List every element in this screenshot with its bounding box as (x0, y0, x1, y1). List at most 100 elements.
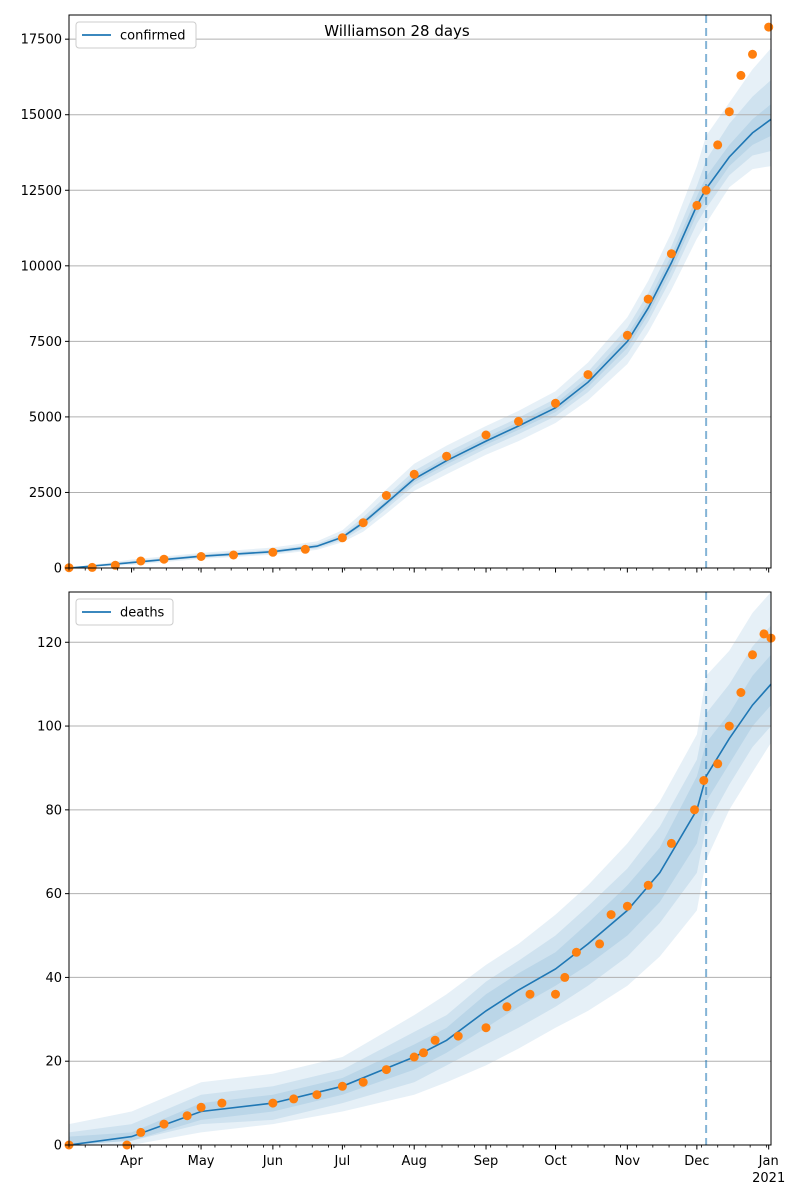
deaths-observed-point (525, 989, 535, 999)
deaths-panel: 0 20 40 60 80 100 120 Apr May Jun Jul Aug Sep Oct Nov… (37, 591, 785, 1186)
confirmed-ytick-label: 7500 (29, 335, 62, 350)
confirmed-legend-label: confirmed (120, 29, 186, 44)
deaths-observed-point (690, 805, 699, 815)
xtick-year-label: 2021 (752, 1171, 785, 1186)
deaths-observed-point (606, 910, 616, 920)
figure-title: Williamson 28 days (324, 22, 470, 40)
deaths-gridlines (69, 641, 771, 1062)
deaths-observed-point (381, 1065, 391, 1075)
xtick-label-nov: Nov (615, 1154, 641, 1169)
confirmed-band-outer (69, 48, 771, 568)
deaths-x-axis: Apr May Jun Jul Aug Sep Oct Nov Dec Jan 2021 (68, 1145, 785, 1186)
xtick-label-jun: Jun (262, 1154, 283, 1169)
confirmed-ytick-label: 10000 (21, 259, 62, 274)
confirmed-observed-point (736, 70, 746, 80)
confirmed-observed-point (442, 451, 452, 461)
confirmed-observed-point (713, 140, 723, 150)
confirmed-observed-point (643, 294, 653, 304)
confirmed-observed-point (748, 49, 757, 59)
xtick-label-jul: Jul (334, 1154, 351, 1169)
deaths-observed-point (453, 1031, 463, 1041)
confirmed-ytick-label: 5000 (29, 410, 62, 425)
deaths-band-outer (69, 592, 771, 1145)
deaths-observed-point (159, 1119, 169, 1129)
deaths-observed-point (196, 1102, 206, 1112)
deaths-ytick-label: 100 (37, 720, 62, 735)
confirmed-ytick-label: 2500 (29, 486, 62, 501)
deaths-observed-point (622, 901, 632, 911)
xtick-label-sep: Sep (474, 1154, 499, 1169)
deaths-y-axis: 0 20 40 60 80 100 120 (37, 636, 69, 1154)
confirmed-observed-point (514, 416, 523, 426)
confirmed-ytick-label: 17500 (21, 33, 62, 48)
deaths-observed-point (666, 838, 676, 848)
deaths-observed-point (713, 759, 723, 769)
confirmed-observed-point (701, 185, 711, 195)
confirmed-observed-point (622, 330, 632, 340)
confirmed-observed-point (159, 554, 169, 564)
confirmed-observed-point (196, 552, 206, 561)
deaths-observed-point (643, 880, 653, 890)
deaths-legend-box (75, 598, 174, 626)
confirmed-legend: confirmed (75, 21, 197, 49)
deaths-observed-point (748, 650, 757, 660)
deaths-observed-point (502, 1002, 512, 1012)
confirmed-observed-point (724, 107, 734, 117)
deaths-observed-point (289, 1094, 299, 1104)
deaths-ytick-label: 60 (45, 887, 62, 902)
confirmed-observed-point (583, 370, 593, 380)
deaths-band-middle (69, 625, 771, 1145)
confirmed-observed-point (551, 398, 560, 408)
confirmed-observed-point (136, 556, 146, 566)
deaths-observed-point (571, 947, 581, 957)
deaths-band-inner (69, 654, 771, 1145)
deaths-observed-point (724, 721, 734, 731)
deaths-observed-points (64, 629, 776, 1150)
confirmed-observed-point (229, 550, 238, 560)
deaths-observed-point (136, 1127, 146, 1137)
deaths-observed-point (217, 1098, 227, 1108)
confirmed-gridlines (69, 38, 771, 493)
confirmed-observed-point (481, 430, 491, 440)
confirmed-band-middle (69, 80, 771, 568)
confirmed-observed-point (692, 200, 702, 210)
confirmed-observed-point (381, 491, 391, 500)
confirmed-observed-point (337, 533, 347, 543)
confirmed-x-axis (68, 568, 770, 573)
deaths-legend: deaths (75, 598, 174, 626)
confirmed-observed-point (666, 249, 676, 259)
xtick-label-dec: Dec (684, 1154, 709, 1169)
xtick-label-oct: Oct (544, 1154, 566, 1169)
confirmed-plot-frame (68, 14, 772, 569)
confirmed-legend-box (75, 21, 197, 49)
deaths-ytick-label: 20 (45, 1055, 62, 1070)
xtick-label-aug: Aug (402, 1154, 427, 1169)
confirmed-ytick-label: 0 (54, 562, 62, 577)
xtick-label-apr: Apr (120, 1154, 143, 1169)
confirmed-observed-point (87, 562, 97, 572)
deaths-observed-point (358, 1077, 368, 1087)
confirmed-ytick-label: 15000 (21, 108, 62, 123)
confirmed-observed-point (358, 518, 368, 528)
deaths-observed-point (481, 1023, 491, 1033)
deaths-observed-point (430, 1035, 440, 1045)
deaths-observed-point (595, 939, 605, 949)
confirmed-model-line (68, 118, 772, 569)
confirmed-observed-point (300, 544, 310, 554)
confirmed-panel: 0 2500 5000 7500 10000 12500 15000 17500 confir… (21, 14, 774, 577)
deaths-model-line (68, 683, 772, 1146)
deaths-observed-point (182, 1111, 192, 1121)
deaths-ytick-label: 0 (54, 1139, 62, 1154)
deaths-observed-point (699, 776, 709, 785)
deaths-observed-point (312, 1090, 322, 1100)
deaths-ytick-label: 80 (45, 803, 62, 818)
deaths-observed-point (337, 1081, 347, 1091)
deaths-observed-point (759, 629, 769, 639)
deaths-observed-point (409, 1052, 419, 1062)
deaths-observed-point (419, 1048, 428, 1058)
deaths-observed-point (551, 989, 560, 999)
confirmed-ytick-label: 12500 (21, 184, 62, 199)
confirmed-y-axis: 0 2500 5000 7500 10000 12500 15000 17500 (21, 33, 69, 577)
deaths-observed-point (736, 688, 746, 697)
